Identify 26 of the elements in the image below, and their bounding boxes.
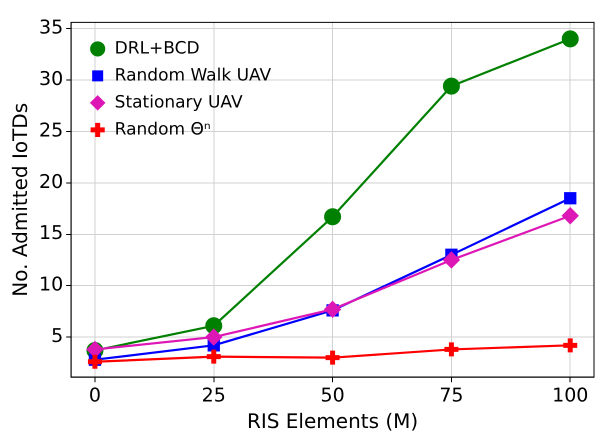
- point: [564, 192, 576, 204]
- legend-label: Stationary UAV: [114, 92, 243, 112]
- legend-label: DRL+BCD: [114, 38, 200, 58]
- x-tick-label: 100: [552, 384, 588, 407]
- legend-label: Random Θⁿ: [114, 119, 211, 140]
- y-tick-label: 35: [38, 16, 64, 39]
- y-tick-label: 25: [38, 119, 64, 142]
- x-tick-label: 50: [320, 384, 345, 407]
- y-tick-label: 30: [38, 68, 64, 90]
- point: [562, 30, 579, 48]
- point: [442, 78, 460, 95]
- y-tick-label: 15: [38, 222, 64, 244]
- x-tick-label: 0: [88, 384, 101, 407]
- legend-label: Random Walk UAV: [114, 65, 272, 86]
- point: [324, 300, 342, 318]
- x-tick-label: 25: [202, 384, 226, 407]
- x-tick-label: 75: [439, 384, 464, 407]
- x-axis-title: RIS Elements (M): [246, 409, 418, 434]
- point: [205, 328, 222, 346]
- y-tick-label: 5: [51, 325, 64, 348]
- point: [562, 207, 579, 224]
- point: [442, 251, 460, 268]
- y-tick-label: 10: [38, 274, 64, 296]
- y-tick-label: 20: [38, 170, 64, 193]
- point: [324, 208, 342, 226]
- y-axis-title: No. Admitted IoTDs: [8, 102, 32, 297]
